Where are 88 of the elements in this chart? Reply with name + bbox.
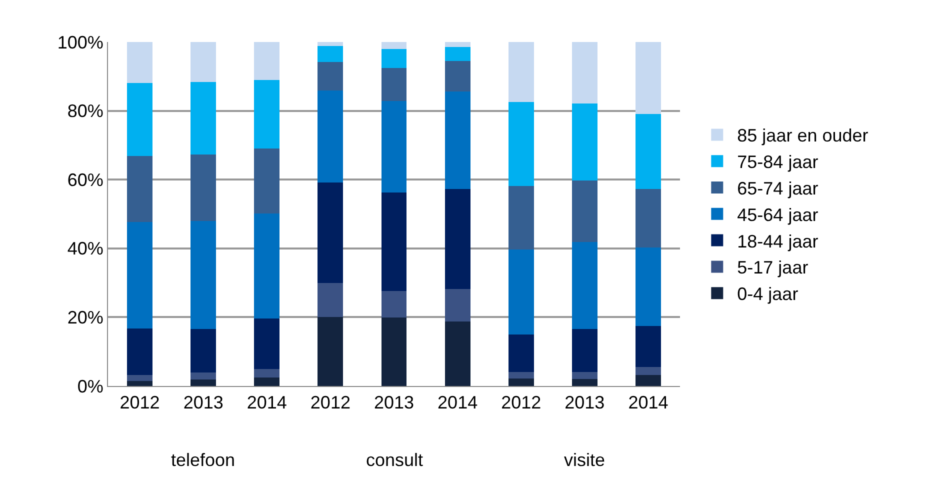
bar [636,247,661,326]
x-tick-label: 2014 [246,392,287,413]
x-tick-label: 2013 [564,392,605,413]
legend-label: 75-84 jaar [737,152,818,172]
bar [636,114,661,190]
bar [381,101,407,193]
bar [572,372,598,379]
bar [318,316,344,386]
x-tick-label: 2014 [628,392,668,413]
bar [572,180,598,242]
bar [508,249,534,334]
bar [636,326,661,368]
bar [444,322,470,386]
bar [318,182,344,283]
bar [636,367,661,375]
bar [190,379,216,386]
bar [127,82,152,156]
x-tick-label: 2012 [310,392,350,413]
bar [254,148,280,214]
y-tick-label: 0% [77,376,104,396]
text: consult [366,450,424,470]
legend-label: 65-74 jaar [737,178,818,199]
bar [381,68,407,102]
bar [444,92,470,190]
bar [127,222,152,329]
bar [190,221,216,330]
bar [190,82,216,154]
x-tick-label: 2013 [374,392,414,413]
bar [572,242,598,330]
text: telefoon [171,450,236,470]
legend-label: 18-44 jaar [737,231,818,252]
bar [444,42,470,47]
bar [508,372,534,378]
bar [381,291,407,318]
bar [318,42,344,46]
legend-label: 45-64 jaar [737,204,818,225]
bar [508,102,534,186]
x-tick-label: 2012 [120,392,160,413]
bar [508,42,534,102]
bar [508,334,534,372]
bar [127,380,152,386]
bar [190,42,216,82]
bar [127,328,152,375]
bar [636,374,661,386]
bar [381,49,407,68]
x-tick-label: 2012 [501,392,542,413]
y-tick-label: 60% [67,170,104,190]
bar [254,214,280,319]
bar [572,329,598,372]
bar [636,189,661,248]
bar [636,42,661,114]
bar [381,318,407,386]
bar [318,90,344,183]
bar [127,374,152,381]
bar [254,369,280,378]
bar [318,282,344,317]
bar [254,42,280,80]
legend-label: 0-4 jaar [737,284,798,304]
bar [318,62,344,90]
bar [190,154,216,222]
bar [572,378,598,386]
x-tick-label: 2014 [438,392,478,413]
bar [254,377,280,386]
bar [572,42,598,104]
bar [381,192,407,292]
y-tick-label: 80% [67,101,104,122]
bar [572,104,598,181]
legend-label: 5-17 jaar [737,258,808,278]
bar [254,80,280,149]
bar [254,318,280,370]
text: visite [564,450,606,470]
bar [318,46,344,62]
y-tick-label: 40% [67,238,104,259]
y-tick-label: 20% [67,308,104,328]
bar [190,372,216,380]
bar [444,288,470,322]
x-tick-label: 2013 [183,392,224,413]
bar [381,42,407,50]
bar [444,189,470,289]
bar [444,46,470,61]
bar [127,42,152,83]
legend-label: 85 jaar en ouder [737,126,868,146]
bar [508,378,534,386]
bar [127,156,152,222]
bar [190,329,216,373]
bar [508,186,534,250]
bar [444,60,470,92]
y-tick-label: 100% [57,32,104,52]
